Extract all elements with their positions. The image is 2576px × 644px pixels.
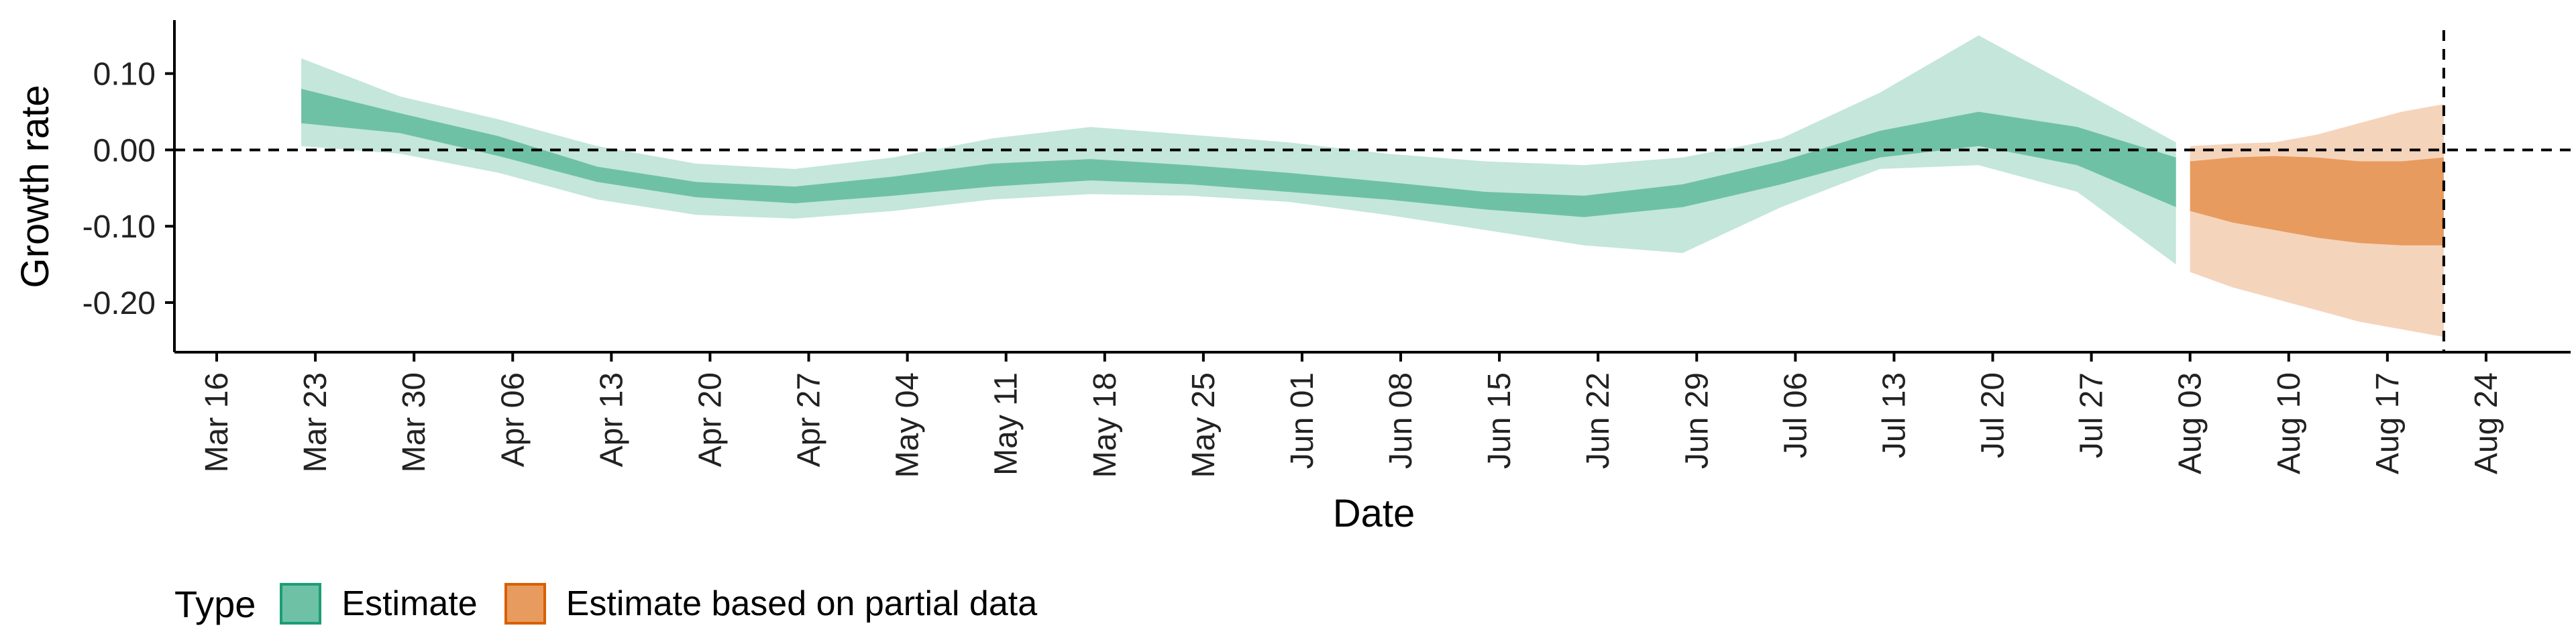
x-tick-label: May 11 <box>989 372 1024 476</box>
y-axis-label: Growth rate <box>13 85 57 288</box>
legend-swatch-partial <box>504 583 546 625</box>
x-tick-label: Jul 06 <box>1778 372 1813 458</box>
x-axis-label: Date <box>1333 492 1415 535</box>
x-tick-label: Jun 29 <box>1679 372 1715 469</box>
x-tick-label: Jun 08 <box>1383 372 1419 469</box>
x-tick-label: Jul 20 <box>1976 372 2011 458</box>
legend: Type Estimate Estimate based on partial … <box>174 577 1064 631</box>
x-tick-label: Jul 13 <box>1876 372 1912 458</box>
x-tick-label: Jun 22 <box>1580 372 1616 469</box>
x-tick-label: Mar 30 <box>396 372 432 472</box>
legend-item-estimate: Estimate <box>280 583 478 625</box>
estimate-outer-band <box>301 35 2176 265</box>
y-tick-label: -0.10 <box>83 209 156 245</box>
x-tick-label: Apr 13 <box>594 372 629 467</box>
x-tick-label: Jun 15 <box>1482 372 1517 469</box>
x-tick-label: Apr 06 <box>495 372 531 467</box>
x-tick-label: Apr 27 <box>792 372 827 467</box>
y-tick-label: 0.10 <box>93 57 156 93</box>
x-tick-label: Jul 27 <box>2074 372 2110 458</box>
x-tick-label: Jun 01 <box>1285 372 1320 469</box>
legend-label-estimate: Estimate <box>341 584 478 623</box>
x-tick-label: Mar 23 <box>298 372 333 472</box>
estimate-inner-band <box>301 89 2176 217</box>
x-tick-label: Aug 03 <box>2173 372 2208 474</box>
x-tick-label: Aug 24 <box>2469 372 2504 474</box>
x-tick-label: May 18 <box>1087 372 1123 478</box>
x-tick-label: Apr 20 <box>692 372 728 467</box>
legend-swatch-estimate <box>280 583 322 625</box>
x-tick-label: May 04 <box>890 372 926 478</box>
reference-lines <box>174 30 2571 352</box>
partial-estimate-inner-band <box>2190 156 2444 246</box>
x-tick-label: Mar 16 <box>199 372 235 472</box>
x-tick-label: Aug 17 <box>2370 372 2406 474</box>
y-tick-label: -0.20 <box>83 286 156 321</box>
axes-layer: 0.10 0.00 -0.10 -0.20 Mar 16 Mar 23 Mar 30 Apr … <box>83 20 2571 478</box>
legend-label-partial: Estimate based on partial data <box>566 584 1038 623</box>
bands-layer <box>301 35 2444 337</box>
x-tick-label: Aug 10 <box>2271 372 2307 474</box>
legend-title: Type <box>174 582 256 625</box>
legend-item-partial: Estimate based on partial data <box>504 583 1037 625</box>
x-tick-label: May 25 <box>1186 372 1222 478</box>
y-tick-label: 0.00 <box>93 133 156 168</box>
